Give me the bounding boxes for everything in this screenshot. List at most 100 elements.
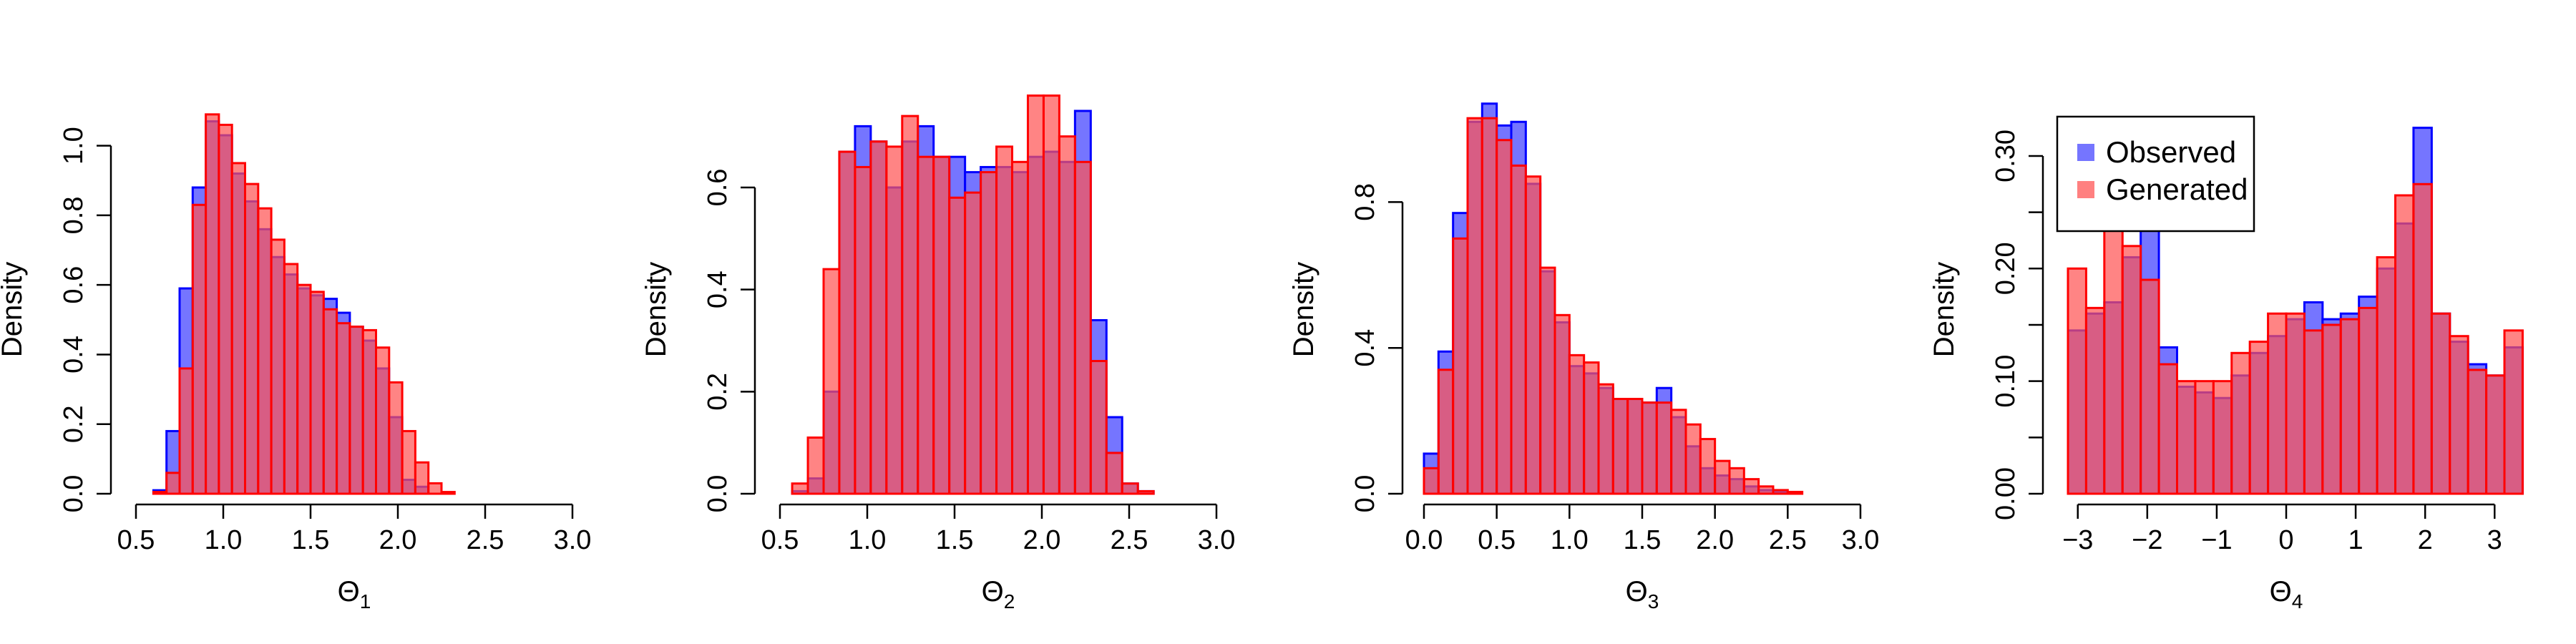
x-tick-label: 2.5 — [1769, 525, 1807, 555]
bar-generated-4 — [2140, 278, 2160, 495]
bar-generated-1 — [1437, 369, 1455, 495]
bar-generated-9 — [2230, 351, 2251, 495]
bar-generated-2 — [152, 491, 168, 495]
y-tick-label: 0.2 — [703, 373, 733, 411]
y-tick-label: 0.6 — [703, 169, 733, 207]
x-tick-label: 3.0 — [1842, 525, 1880, 555]
bar-generated-14 — [2321, 323, 2342, 495]
x-tick-label: 0.0 — [1405, 525, 1443, 555]
series-generated — [152, 113, 456, 495]
bar-generated-8 — [2212, 380, 2233, 495]
bar-generated-11 — [2267, 312, 2288, 495]
x-tick-label: 1.5 — [292, 525, 330, 555]
bar-generated-4 — [806, 436, 825, 495]
x-tick-label: −2 — [2132, 525, 2162, 555]
series-generated — [2067, 182, 2524, 495]
bar-generated-13 — [1611, 398, 1629, 495]
x-tick-label: 1.5 — [1624, 525, 1662, 555]
bar-generated-23 — [1105, 452, 1123, 495]
x-tick-label: 2.5 — [467, 525, 504, 555]
y-tick-label: 0.2 — [59, 405, 89, 443]
bar-generated-7 — [2194, 380, 2215, 495]
bar-generated-11 — [270, 238, 286, 495]
bar-generated-8 — [869, 140, 888, 495]
x-tick-label: 3.0 — [554, 525, 592, 555]
bar-generated-0 — [2067, 267, 2087, 495]
x-tick-label: 0 — [2278, 525, 2293, 555]
bar-generated-17 — [1011, 160, 1029, 495]
legend-swatch-generated — [2077, 181, 2094, 198]
bar-generated-9 — [244, 182, 260, 495]
x-tick-label: 1.0 — [849, 525, 887, 555]
x-tick-label: 3.0 — [1198, 525, 1236, 555]
bar-generated-21 — [1073, 160, 1092, 495]
bar-generated-22 — [2467, 369, 2488, 495]
y-tick-label: 0.4 — [703, 270, 733, 308]
bar-generated-12 — [932, 155, 951, 495]
histogram-panel-theta2: 0.5 1.0 1.5 2.0 2.5 3.0 0.0 0.2 0.4 0.6 Density Θ2 — [640, 94, 1236, 613]
bar-generated-22 — [1742, 478, 1760, 495]
x-axis-title: Θ1 — [338, 576, 371, 613]
legend-box — [2056, 115, 2255, 233]
bar-generated-9 — [1553, 313, 1571, 495]
bar-generated-19 — [2412, 182, 2433, 495]
x-tick-label: 0.5 — [1478, 525, 1516, 555]
bar-generated-16 — [1655, 401, 1673, 495]
y-tick-label: 0.4 — [1350, 329, 1380, 367]
bar-generated-6 — [205, 113, 220, 495]
bar-generated-3 — [165, 472, 181, 495]
bar-generated-25 — [1136, 489, 1155, 495]
bar-generated-23 — [427, 482, 443, 495]
y-tick-label: 0.0 — [59, 475, 89, 513]
bar-generated-20 — [388, 381, 404, 495]
bar-generated-10 — [257, 207, 273, 495]
histogram-panel-theta3: 0.0 0.5 1.0 1.5 2.0 2.5 3.0 0.0 0.4 0.8 Density Θ3 — [1288, 102, 1880, 613]
y-tick-label: 0.0 — [703, 475, 733, 513]
x-tick-label: 0.5 — [117, 525, 155, 555]
bar-generated-14 — [964, 191, 982, 495]
x-tick-label: 1 — [2348, 525, 2363, 555]
bar-generated-7 — [854, 165, 872, 495]
series-generated — [791, 94, 1155, 495]
bar-generated-25 — [1786, 490, 1804, 495]
bar-generated-24 — [1121, 482, 1139, 495]
bar-generated-6 — [2176, 380, 2197, 495]
bar-generated-20 — [1058, 135, 1076, 495]
bar-generated-2 — [1452, 237, 1469, 495]
bar-generated-5 — [191, 203, 208, 495]
histogram-panel-theta4: −3 −2 −1 0 1 2 3 0.00 0.10 0.20 0.30 Density Θ4 Obser… — [1928, 115, 2524, 613]
bar-generated-7 — [1524, 175, 1542, 495]
bar-generated-14 — [1626, 398, 1644, 495]
bar-generated-10 — [2248, 341, 2270, 495]
x-tick-label: −3 — [2062, 525, 2093, 555]
bar-generated-17 — [1670, 409, 1687, 495]
bar-generated-6 — [1510, 164, 1527, 495]
bar-generated-5 — [1496, 139, 1513, 495]
legend-label-generated: Generated — [2106, 172, 2248, 206]
bar-generated-3 — [2121, 245, 2142, 495]
bar-generated-4 — [1480, 117, 1498, 495]
y-tick-label: 0.0 — [1350, 475, 1380, 513]
legend-label-observed: Observed — [2106, 135, 2236, 169]
bar-generated-17 — [348, 326, 364, 495]
y-axis-title: Density — [0, 262, 28, 357]
bar-generated-3 — [1466, 117, 1483, 495]
y-tick-label: 0.4 — [59, 336, 89, 374]
y-tick-label: 0.8 — [1350, 183, 1380, 221]
bar-generated-12 — [2285, 312, 2306, 495]
bar-generated-18 — [2394, 194, 2415, 495]
y-axis-title: Density — [640, 262, 672, 357]
bar-generated-16 — [336, 322, 351, 495]
bar-generated-23 — [1757, 485, 1775, 495]
bar-generated-19 — [1042, 94, 1060, 495]
bar-generated-22 — [1089, 360, 1108, 495]
bar-generated-24 — [2503, 329, 2524, 495]
bar-generated-15 — [980, 171, 998, 495]
x-tick-label: 1.5 — [936, 525, 974, 555]
x-axis-title: Θ4 — [2270, 576, 2303, 613]
bar-generated-21 — [1728, 467, 1745, 495]
x-tick-label: 2.0 — [379, 525, 417, 555]
bar-generated-12 — [283, 263, 299, 495]
y-tick-label: 0.30 — [1991, 130, 2021, 182]
